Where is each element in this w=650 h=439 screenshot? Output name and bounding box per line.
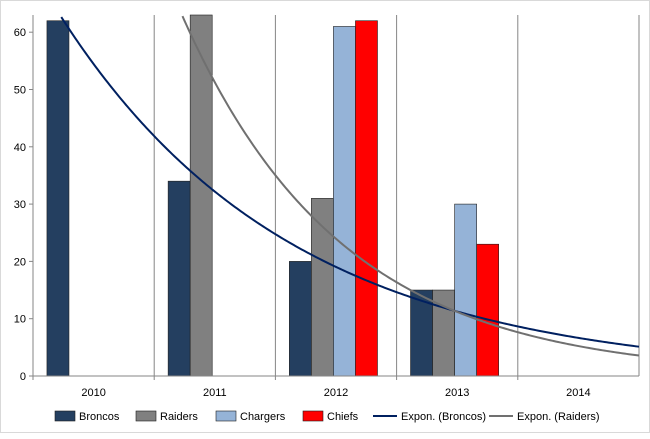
legend-swatch-broncos [54,410,76,422]
trendline-expon-broncos [60,16,640,348]
y-tick-label: 10 [14,314,26,326]
legend-label-chargers: Chargers [240,411,286,423]
y-tick-label: 50 [14,84,26,96]
x-tick-label: 2010 [81,387,105,399]
legend-label-raiders: Raiders [160,411,198,423]
x-tick-label: 2011 [203,387,227,399]
legend: Broncos Raiders Chargers Chiefs Expon. (Bron… [54,410,600,423]
y-tick-label: 40 [14,142,26,154]
trendlines [60,15,640,357]
legend-swatch-raiders [135,410,157,422]
bar-chargers [333,26,356,377]
bar-chiefs [476,243,499,377]
bars [46,14,499,377]
x-tick-label: 2014 [566,387,590,399]
legend-label-chiefs: Chiefs [327,411,359,423]
y-tick-label: 0 [20,371,26,383]
x-tick-label: 2013 [445,387,469,399]
y-tick-label: 30 [14,199,26,211]
legend-swatch-chargers [215,410,237,422]
bar-broncos [167,180,191,377]
bar-chiefs [355,20,378,377]
bar-raiders [311,198,334,377]
legend-swatch-chiefs [302,410,324,422]
y-tick-label: 60 [14,27,26,39]
bar-broncos [289,261,312,377]
trendline-expon-raiders [181,15,640,357]
legend-label-expon-broncos: Expon. (Broncos) [401,411,486,423]
y-tick-label: 20 [14,256,26,268]
bar-broncos [46,20,70,377]
bar-chargers [454,203,477,377]
x-tick-label: 2012 [324,387,348,399]
legend-label-expon-raiders: Expon. (Raiders) [517,411,600,423]
axes: 0 10 20 30 40 50 60 2010 2011 2012 2013 2014 [14,15,639,399]
legend-label-broncos: Broncos [79,411,120,423]
